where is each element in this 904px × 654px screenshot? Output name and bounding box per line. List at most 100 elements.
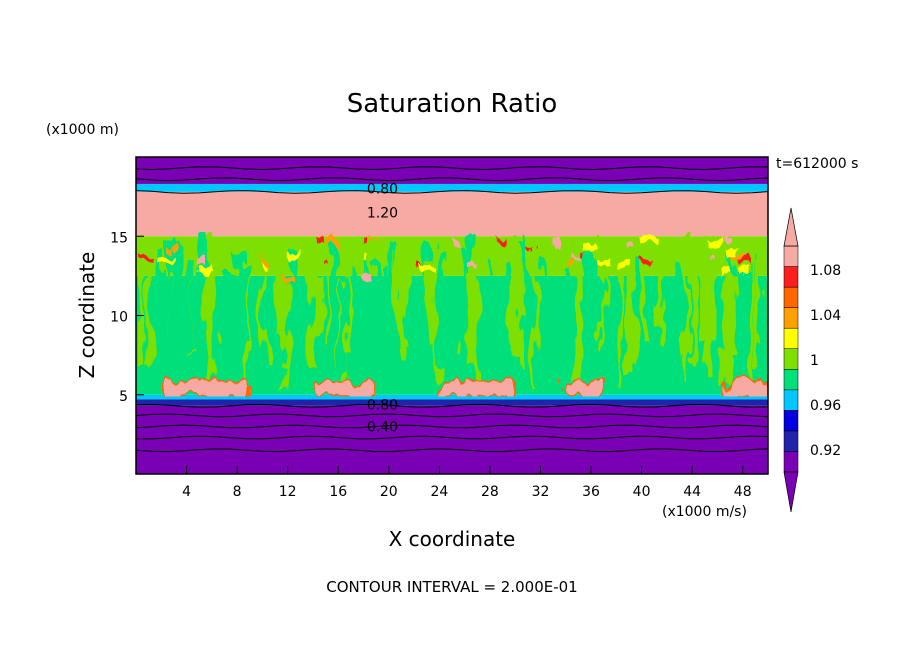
column-86 (752, 252, 758, 389)
column-18 (635, 263, 643, 374)
column-13 (225, 271, 233, 384)
column-2 (346, 264, 351, 352)
y-axis-label: Z coordinate (75, 252, 99, 379)
field-layer-7 (136, 157, 768, 184)
colorbar-bin-2 (783, 410, 799, 432)
column-47 (565, 268, 574, 356)
mix-patch-29 (362, 274, 373, 281)
colorbar-under-arrow (783, 471, 799, 513)
colorbar-bin-6 (783, 327, 799, 349)
field-layer-1 (136, 399, 768, 406)
mix-patch-4 (741, 258, 751, 263)
mix-patch-36 (619, 264, 630, 270)
column-28 (698, 248, 706, 345)
isoline-1 (136, 435, 768, 440)
column-79 (525, 233, 530, 380)
mix-patch-25 (598, 261, 609, 267)
column-83 (399, 250, 409, 348)
mix-patch-21 (288, 251, 303, 256)
column-59 (586, 249, 594, 381)
colorbar-bin-0 (783, 451, 799, 473)
column-70 (236, 248, 243, 361)
column-8 (575, 265, 582, 383)
mix-patch-18 (317, 237, 324, 244)
column-57 (463, 272, 470, 368)
colorbar-bin-9 (783, 266, 799, 288)
mix-patch-16 (718, 266, 732, 275)
column-51 (641, 252, 647, 343)
x-tick-label-11: 48 (734, 484, 752, 500)
plot-area (136, 157, 768, 474)
mix-patch-6 (373, 235, 380, 240)
contour-label-1: 1.20 (367, 205, 398, 221)
colorbar-label-0: 0.92 (810, 443, 841, 459)
column-53 (176, 265, 180, 357)
isoline-7 (136, 166, 768, 171)
x-unit-label: (x1000 m/s) (662, 504, 747, 520)
lens-0 (160, 379, 251, 398)
column-78 (158, 245, 167, 377)
mix-patch-1 (327, 236, 341, 245)
column-65 (722, 261, 727, 354)
mix-patch-27 (569, 263, 576, 271)
colorbar-bin-10 (783, 245, 799, 267)
column-45 (138, 236, 145, 367)
column-85 (512, 240, 522, 359)
chart-title: Saturation Ratio (347, 89, 558, 119)
column-67 (626, 268, 635, 368)
saturation-field (136, 157, 768, 474)
mix-patch-17 (574, 258, 584, 263)
column-22 (722, 260, 730, 384)
lens-4 (729, 379, 768, 398)
colorbar: 0.92 0.96 1 1.04 1.08 (783, 207, 841, 513)
column-9 (330, 244, 337, 361)
colorbar-bin-3 (783, 389, 799, 411)
x-tick-label-10: 44 (683, 484, 701, 500)
x-tick-label-8: 36 (582, 484, 600, 500)
field-layer-5 (136, 191, 768, 237)
column-40 (432, 262, 441, 379)
contour-labels: 0.80 1.20 0.80 0.40 (367, 182, 398, 436)
column-64 (619, 235, 624, 386)
lens-1 (312, 379, 377, 398)
time-label: t=612000 s (776, 156, 858, 172)
mix-patch-19 (197, 263, 211, 272)
column-76 (436, 250, 441, 370)
colorbar-bin-8 (783, 286, 799, 308)
isoline-5 (136, 189, 768, 194)
y-unit-label: (x1000 m) (46, 122, 119, 138)
column-75 (323, 262, 328, 342)
column-84 (571, 246, 578, 379)
column-89 (355, 264, 360, 391)
lens-3 (565, 379, 605, 398)
mix-patch-26 (640, 260, 648, 265)
convective-columns (138, 232, 768, 398)
column-72 (737, 270, 744, 363)
column-15 (504, 263, 511, 347)
x-tick-label-5: 24 (430, 484, 448, 500)
column-77 (461, 250, 467, 380)
mix-patch-11 (729, 247, 741, 255)
mix-patch-32 (451, 242, 461, 250)
field-layer-0 (136, 405, 768, 474)
mix-patch-5 (171, 244, 177, 253)
mix-patch-7 (417, 260, 424, 268)
y-axis-ticks: 5 10 15 (110, 230, 144, 405)
mix-patch-3 (735, 254, 746, 258)
mix-patch-37 (281, 273, 290, 280)
mix-patch-2 (581, 250, 587, 259)
column-68 (246, 251, 251, 358)
column-29 (278, 245, 286, 367)
y-tick-label-0: 5 (119, 389, 128, 405)
x-tick-label-2: 12 (279, 484, 297, 500)
column-62 (727, 274, 737, 355)
column-4 (682, 235, 687, 380)
x-tick-label-4: 20 (380, 484, 398, 500)
column-43 (518, 267, 527, 368)
x-tick-label-1: 8 (233, 484, 242, 500)
column-87 (427, 258, 435, 348)
isoline-3 (136, 413, 768, 418)
y-tick-label-2: 15 (110, 230, 128, 246)
column-36 (689, 257, 697, 366)
mix-patch-22 (586, 241, 600, 249)
